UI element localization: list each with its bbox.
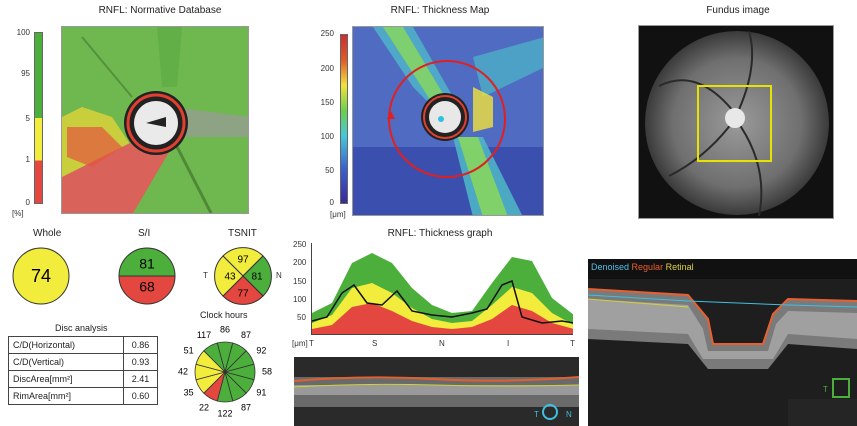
circle-bscan-image[interactable] (294, 357, 579, 426)
orientation-circle-icon (542, 404, 558, 420)
i-value: 68 (139, 279, 155, 295)
clock-hours-title: Clock hours (200, 310, 248, 320)
clock-hour-label: 92 (256, 345, 266, 355)
disc-row: DiscArea[mm²] 2.41 (8, 370, 158, 388)
graph-ytick-50: 50 (297, 313, 306, 322)
normative-map-image[interactable] (61, 26, 249, 214)
thickness-scale-bar (340, 34, 348, 204)
thickness-graph-title: RNFL: Thickness graph (387, 228, 493, 239)
normative-unit: [%] (12, 209, 24, 218)
tsnit-n-value: 81 (251, 272, 263, 283)
graph-xlabel-t1: T (309, 339, 314, 348)
disc-analysis-title: Disc analysis (55, 323, 108, 333)
s-value: 81 (139, 256, 155, 272)
line-bscan-image[interactable] (588, 259, 857, 426)
graph-xlabel-n: N (439, 339, 445, 348)
normative-tick-95: 95 (21, 69, 30, 78)
si-label: S/I (138, 228, 151, 239)
thickness-tick-50: 50 (325, 166, 334, 175)
bscan-letter-n: N (566, 410, 572, 419)
bscan-letter-t: T (534, 410, 539, 419)
clock-hour-label: 91 (256, 387, 266, 397)
fundus-image[interactable] (638, 25, 834, 219)
clock-sector (203, 342, 226, 374)
tsnit-t-value: 43 (224, 272, 236, 283)
disc-row-value: 2.41 (123, 370, 158, 388)
legend-regular: Regular (631, 262, 664, 272)
clock-hour-label: 117 (197, 330, 211, 340)
clock-hour-label: 122 (217, 408, 232, 418)
whole-label: Whole (33, 228, 62, 239)
normative-tick-1: 1 (25, 155, 30, 164)
graph-xlabel-i: I (507, 339, 510, 348)
clock-hour-label: 58 (262, 366, 272, 376)
tsnit-label: TSNIT (228, 228, 257, 239)
disc-analysis-table: C/D(Horizontal) 0.86 C/D(Vertical) 0.93 Di… (8, 336, 158, 405)
thickness-tick-200: 200 (320, 64, 334, 73)
disc-row-label: C/D(Vertical) (8, 353, 124, 371)
tsnit-n-letter: N (276, 271, 282, 280)
graph-ytick-250: 250 (293, 240, 307, 249)
whole-value: 74 (31, 266, 51, 286)
thickness-tick-100: 100 (320, 132, 334, 141)
clock-hour-label: 42 (178, 366, 188, 376)
clock-sectors (194, 341, 256, 403)
clock-hour-label: 22 (199, 403, 209, 413)
graph-ytick-200: 200 (293, 258, 307, 267)
clock-hour-label: 87 (241, 403, 251, 413)
thickness-map-image[interactable] (352, 26, 544, 216)
clock-hour-label: 35 (184, 387, 194, 397)
normative-tick-100: 100 (16, 28, 30, 37)
scan-line-icon (832, 378, 850, 398)
disc-row-value: 0.93 (123, 353, 158, 371)
normative-tick-0: 0 (25, 198, 30, 207)
graph-ytick-150: 150 (293, 277, 307, 286)
graph-xlabel-t2: T (570, 339, 575, 348)
clock-hour-label: 87 (241, 330, 251, 340)
tsnit-i-value: 77 (237, 289, 249, 300)
thickness-tick-150: 150 (320, 98, 334, 107)
disc-row-label: C/D(Horizontal) (8, 336, 124, 354)
fundus-title: Fundus image (706, 5, 770, 16)
normative-scale-bar (34, 32, 43, 204)
tsnit-s-value: 97 (237, 255, 249, 266)
legend-retinal: Retinal (665, 262, 694, 272)
disc-row-value: 0.86 (123, 336, 158, 354)
disc-row: C/D(Vertical) 0.93 (8, 353, 158, 371)
graph-xlabel-s: S (372, 339, 378, 348)
tsnit-circle: 97 43 81 77 (214, 247, 272, 305)
thickness-unit: [μm] (330, 210, 346, 219)
disc-row-label: RimArea[mm²] (8, 387, 124, 405)
thickness-map-title: RNFL: Thickness Map (390, 5, 490, 16)
clock-hour-label: 86 (220, 324, 230, 334)
legend-denoised: Denoised (591, 262, 630, 272)
thickness-graph[interactable] (311, 243, 573, 335)
tsnit-t-letter: T (203, 271, 208, 280)
disc-row-value: 0.60 (123, 387, 158, 405)
bscan-small-t: T (823, 385, 828, 394)
thickness-tick-250: 250 (320, 29, 334, 38)
bscan-legend: Denoised Regular Retinal (591, 262, 694, 272)
graph-ytick-100: 100 (293, 295, 307, 304)
disc-row-label: DiscArea[mm²] (8, 370, 124, 388)
clock-hour-label: 51 (184, 345, 194, 355)
normative-tick-5: 5 (25, 114, 30, 123)
thickness-tick-0: 0 (329, 198, 334, 207)
disc-row: RimArea[mm²] 0.60 (8, 387, 158, 405)
graph-unit: [μm] (292, 339, 308, 348)
whole-circle: 74 (12, 247, 70, 305)
si-circle: 81 68 (118, 247, 176, 305)
disc-row: C/D(Horizontal) 0.86 (8, 336, 158, 354)
normative-title: RNFL: Normative Database (98, 5, 222, 16)
